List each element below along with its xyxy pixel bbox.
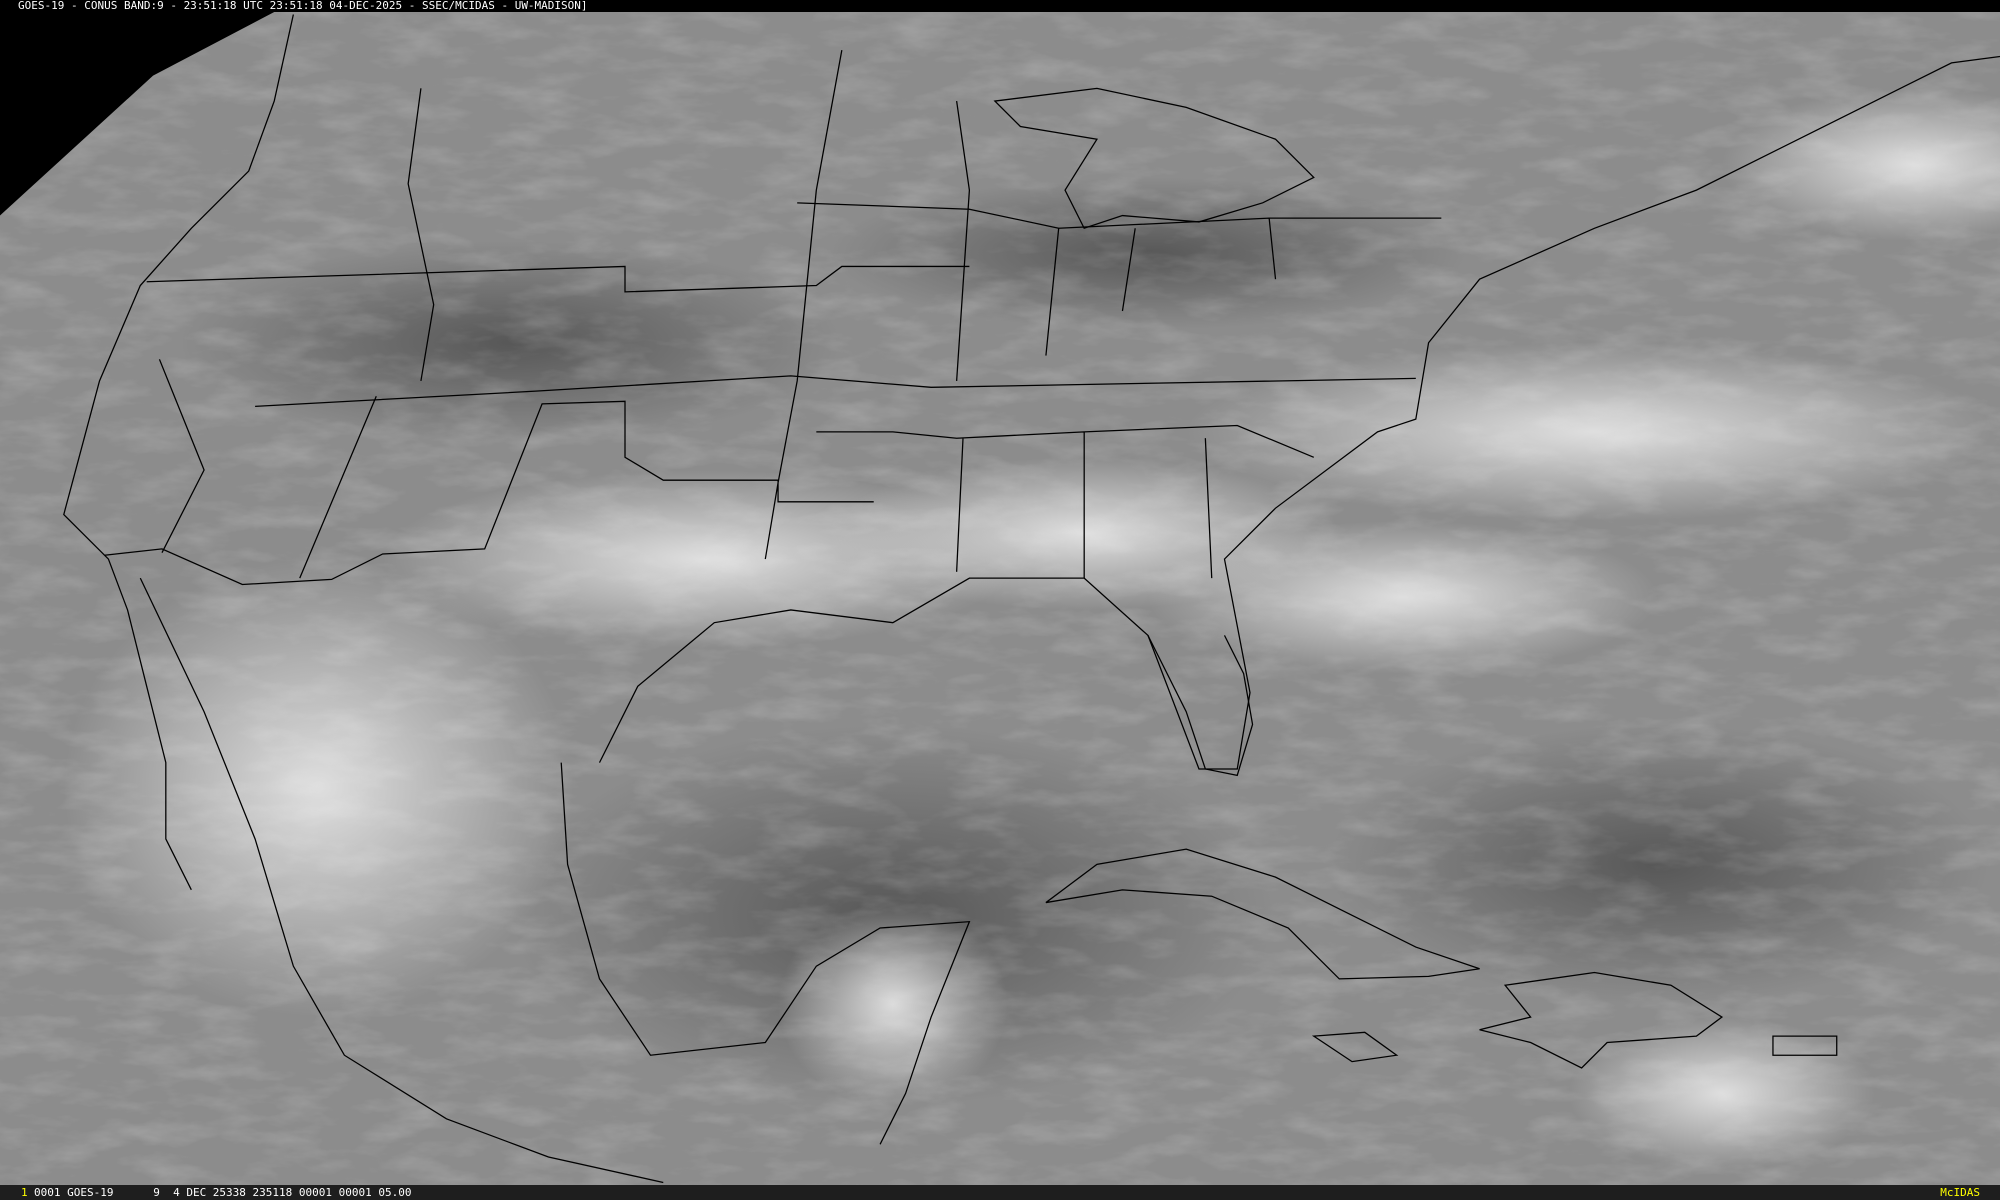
cloud-bands (0, 12, 2000, 1185)
great-lakes (993, 87, 1315, 230)
status-bar: 1 0001 GOES-19 9 4 DEC 25338 235118 0000… (0, 1185, 2000, 1200)
mcidas-logo-text: McIDAS (1940, 1186, 1980, 1199)
space-background (0, 12, 275, 216)
florida-outline (1147, 635, 1254, 777)
hispaniola-outline (1479, 971, 1724, 1069)
frame-info: 0001 GOES-19 9 4 DEC 25338 235118 00001 … (34, 1186, 412, 1199)
image-title-bar: GOES-19 - CONUS BAND:9 - 23:51:18 UTC 23… (0, 0, 2000, 12)
puerto-rico-outline (1772, 1035, 1838, 1056)
state-borders (104, 50, 1442, 586)
cuba-outline (1045, 848, 1480, 980)
map-outlines (63, 14, 2000, 1184)
frame-number: 1 (21, 1186, 28, 1199)
jamaica-outline (1311, 1031, 1399, 1063)
satellite-image (0, 12, 2000, 1185)
north-america-coastline (63, 14, 2000, 1184)
